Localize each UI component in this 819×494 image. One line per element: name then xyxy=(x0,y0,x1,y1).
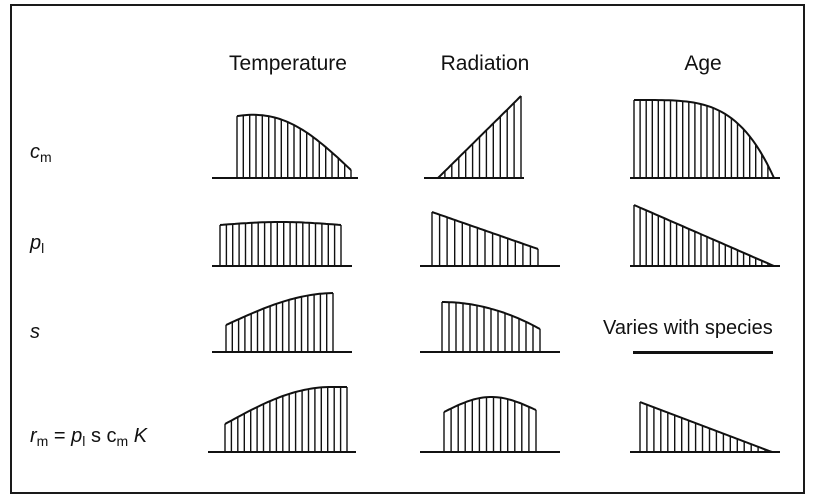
column-header-temperature: Temperature xyxy=(229,52,347,75)
response-curve xyxy=(634,99,775,179)
column-header-radiation: Radiation xyxy=(440,52,530,75)
row-label-rm-equation: rm = pl s cm K xyxy=(30,425,148,449)
panel-rm-age xyxy=(630,401,780,453)
response-curve xyxy=(443,396,537,413)
row-label-pl: pl xyxy=(30,232,45,256)
panel-pl-temperature xyxy=(212,221,352,267)
panel-pl-radiation xyxy=(420,211,560,267)
varies-with-species-note: Varies with species xyxy=(603,317,773,339)
response-curve xyxy=(224,386,347,425)
response-curve xyxy=(639,401,773,453)
row-label-cm: cm xyxy=(30,141,52,165)
panel-s-temperature xyxy=(212,292,352,353)
panel-cm-age xyxy=(630,99,780,179)
row-label-s: s xyxy=(30,321,40,343)
response-curves xyxy=(208,95,780,453)
panel-rm-temperature xyxy=(208,386,356,453)
column-header-age: Age xyxy=(684,52,722,75)
panel-rm-radiation xyxy=(420,396,560,453)
panel-cm-radiation xyxy=(424,95,524,179)
response-curve xyxy=(219,221,342,226)
response-curve xyxy=(633,204,775,267)
response-curve xyxy=(225,292,334,326)
panel-pl-age xyxy=(630,204,780,267)
panel-cm-temperature xyxy=(212,113,358,179)
panel-s-radiation xyxy=(420,301,560,353)
varies-with-species-line xyxy=(633,351,773,354)
